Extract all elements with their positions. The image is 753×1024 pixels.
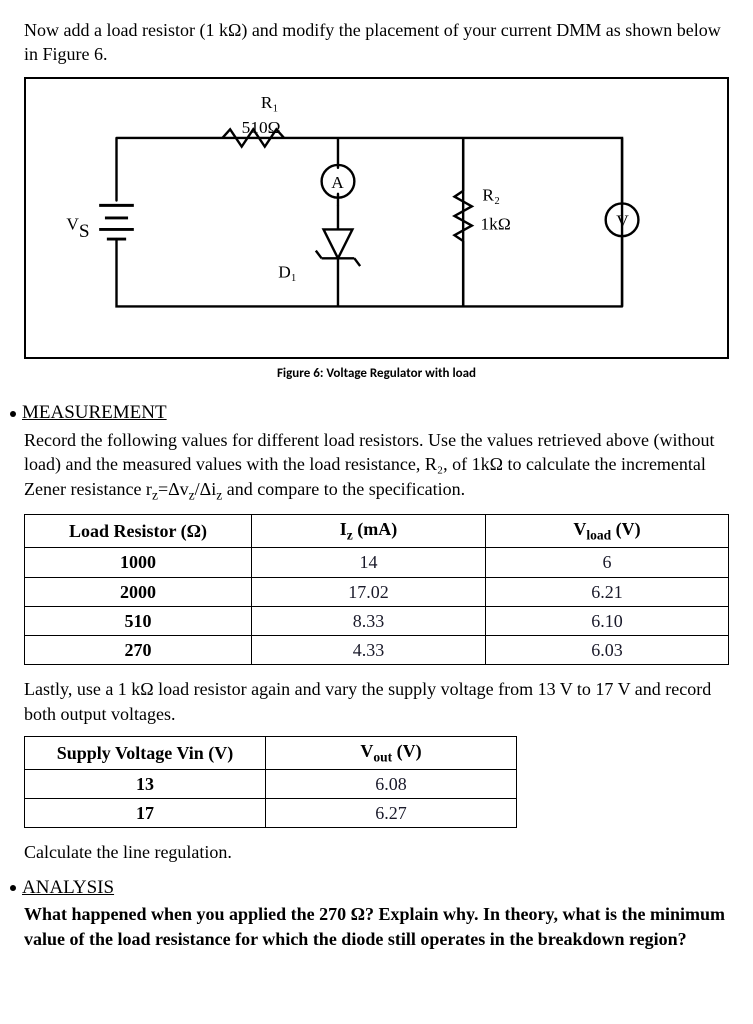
table-row: 17 6.27 — [25, 799, 517, 828]
table-header-row: Supply Voltage Vin (V) Vout (V) — [25, 737, 517, 770]
r2-label: R₂ — [482, 185, 500, 204]
table-row: 13 6.08 — [25, 769, 517, 798]
col-vout: Vout (V) — [266, 737, 517, 770]
r1-value: 510Ω — [242, 118, 281, 137]
circuit-figure: VS R₁ 510Ω A D₁ R₂ 1kΩ V — [24, 77, 729, 359]
bullet-icon — [10, 885, 16, 891]
circuit-svg: VS R₁ 510Ω A D₁ R₂ 1kΩ V — [32, 85, 721, 345]
supply-voltage-table: Supply Voltage Vin (V) Vout (V) 13 6.08 … — [24, 736, 517, 828]
figure-caption: Figure 6: Voltage Regulator with load — [24, 365, 729, 383]
measurement-heading: MEASUREMENT — [24, 400, 729, 426]
col-vin: Supply Voltage Vin (V) — [25, 737, 266, 770]
ammeter-label: A — [331, 173, 344, 192]
col-iz: Iz (mA) — [251, 515, 485, 548]
calc-line: Calculate the line regulation. — [24, 840, 729, 864]
table-row: 1000 14 6 — [25, 548, 729, 577]
voltmeter-label: V — [616, 211, 629, 230]
vs-label: VS — [66, 214, 89, 242]
d1-label: D₁ — [278, 262, 297, 281]
analysis-question: What happened when you applied the 270 Ω… — [24, 902, 729, 951]
table-row: 270 4.33 6.03 — [25, 636, 729, 665]
col-load-resistor: Load Resistor (Ω) — [25, 515, 252, 548]
table-header-row: Load Resistor (Ω) Iz (mA) Vload (V) — [25, 515, 729, 548]
bullet-icon — [10, 411, 16, 417]
measurement-paragraph: Record the following values for differen… — [24, 428, 729, 504]
table-row: 2000 17.02 6.21 — [25, 577, 729, 606]
table-row: 510 8.33 6.10 — [25, 606, 729, 635]
r1-label: R₁ — [261, 93, 279, 112]
intro-paragraph: Now add a load resistor (1 kΩ) and modif… — [24, 18, 729, 67]
r2-value: 1kΩ — [481, 214, 511, 233]
supply-voltage-paragraph: Lastly, use a 1 kΩ load resistor again a… — [24, 677, 729, 726]
col-vload: Vload (V) — [486, 515, 729, 548]
load-resistor-table: Load Resistor (Ω) Iz (mA) Vload (V) 1000… — [24, 514, 729, 665]
analysis-heading: ANALYSIS — [24, 875, 729, 901]
